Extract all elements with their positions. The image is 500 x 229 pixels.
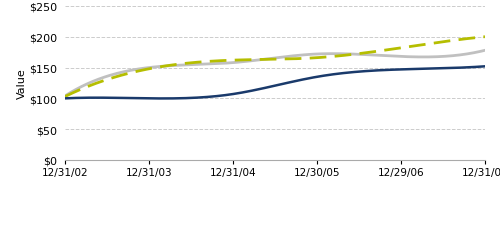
NASDAQ U.S. (319, 57, 325, 60)
NASDAQ U.S. (482, 36, 488, 39)
Cephalon (418, 68, 424, 71)
NASDAQ Pharm (416, 56, 422, 59)
Line: Cephalon: Cephalon (65, 67, 485, 99)
NASDAQ U.S. (310, 57, 316, 60)
NASDAQ Pharm (312, 53, 318, 56)
NASDAQ Pharm (319, 53, 325, 56)
NASDAQ U.S. (442, 41, 448, 44)
NASDAQ Pharm (62, 95, 68, 98)
Cephalon (312, 76, 318, 79)
Cephalon (314, 76, 320, 79)
NASDAQ Pharm (442, 56, 448, 58)
NASDAQ Pharm (310, 54, 316, 56)
Cephalon (62, 98, 68, 100)
NASDAQ Pharm (64, 94, 70, 97)
NASDAQ U.S. (312, 57, 318, 60)
NASDAQ U.S. (62, 96, 68, 98)
NASDAQ U.S. (416, 45, 422, 47)
Line: NASDAQ U.S.: NASDAQ U.S. (65, 38, 485, 97)
Cephalon (160, 98, 166, 100)
Cephalon (444, 68, 450, 70)
Cephalon (320, 75, 326, 78)
NASDAQ Pharm (482, 50, 488, 52)
Cephalon (482, 66, 488, 68)
Y-axis label: Value: Value (16, 68, 26, 99)
NASDAQ U.S. (64, 95, 70, 98)
Line: NASDAQ Pharm: NASDAQ Pharm (65, 51, 485, 96)
Cephalon (64, 98, 70, 100)
